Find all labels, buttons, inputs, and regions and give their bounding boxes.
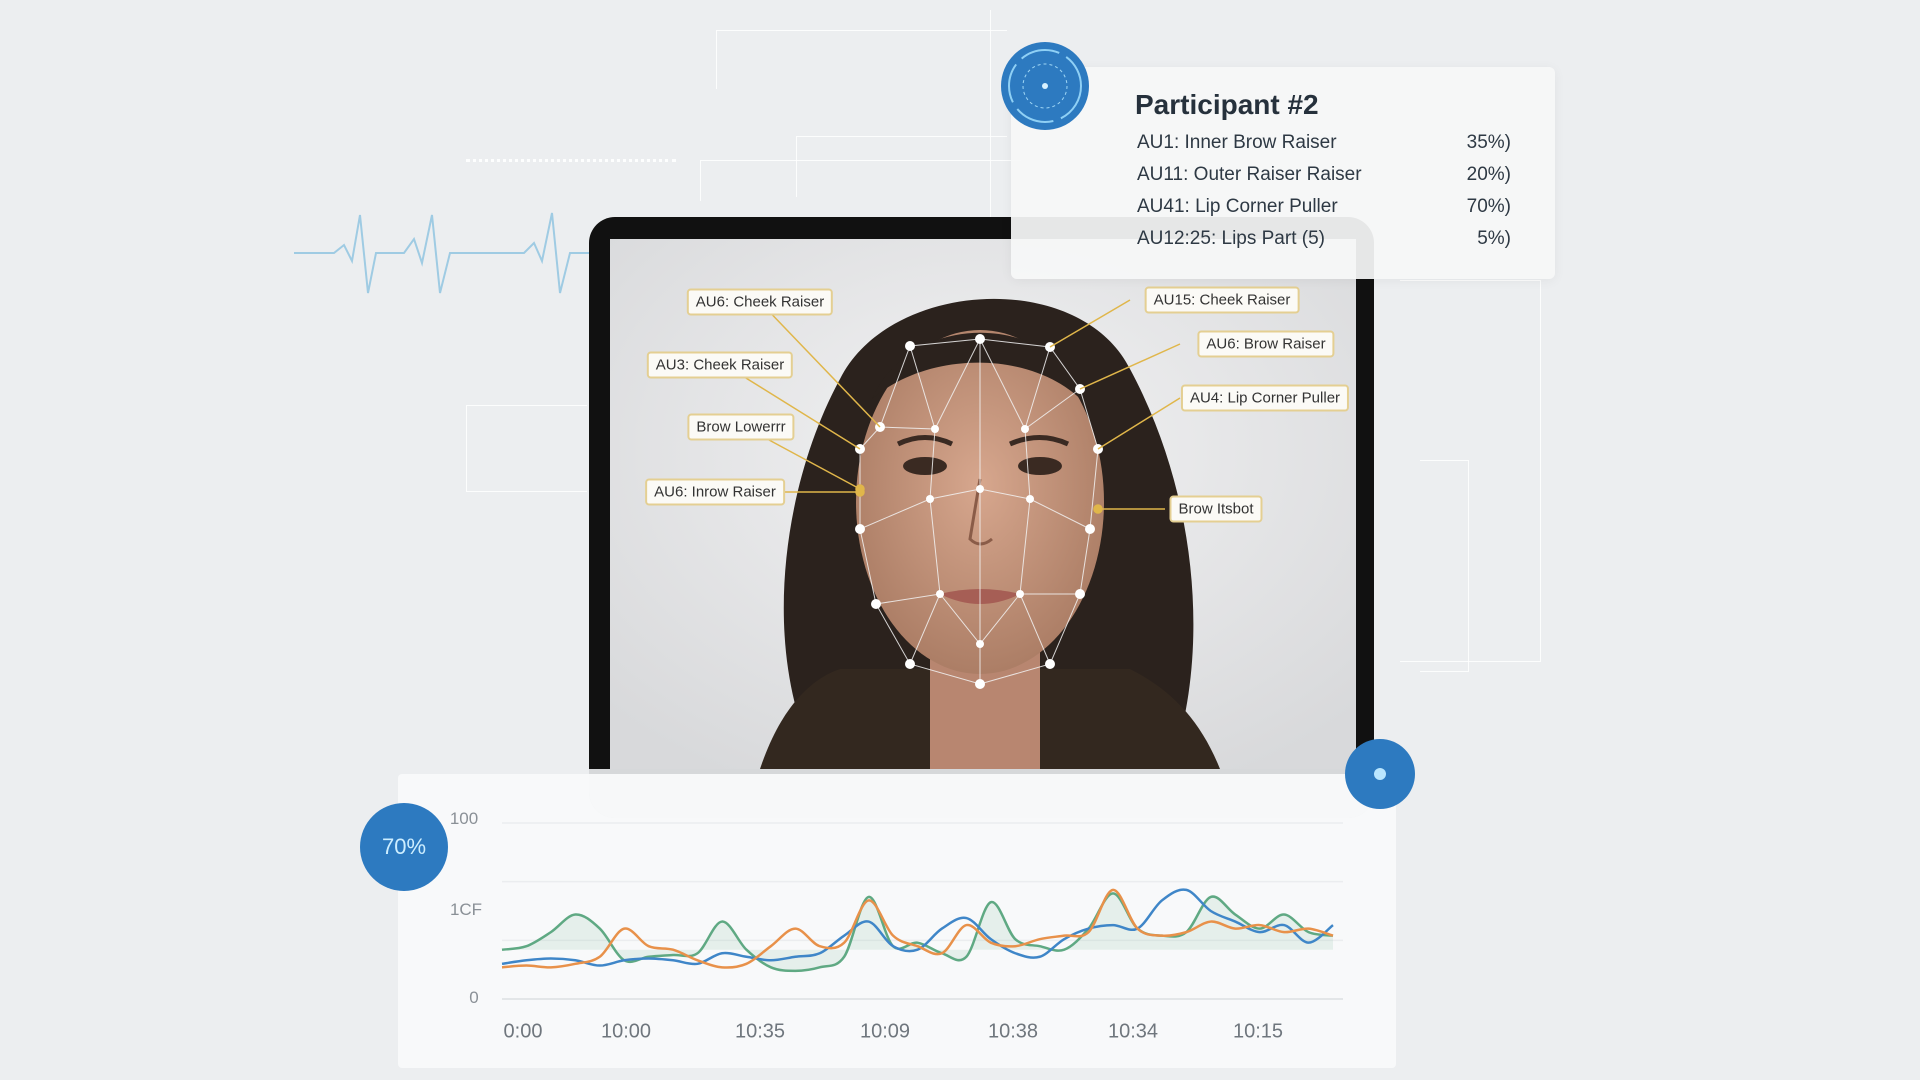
- series-area: [502, 893, 1333, 971]
- x-tick-label: 0:00: [503, 1020, 543, 1043]
- au-value: 5%): [1477, 228, 1511, 249]
- participant-card: Participant #2 AU1: Inner Brow Raiser 35%…: [1011, 67, 1555, 279]
- au-label: AU12:25: Lips Part (5): [1137, 228, 1325, 249]
- y-tick-label: 0: [469, 988, 479, 1007]
- background-grid-line: [700, 160, 1021, 201]
- background-grid-line: [990, 10, 991, 220]
- face-label-left-1: AU6: Cheek Raiser: [686, 288, 834, 316]
- series-line-1: [501, 888, 1334, 967]
- y-tick-label: 100: [449, 809, 479, 828]
- face-label-left-3: Brow Lowerrr: [687, 413, 795, 441]
- background-dotted-line: [466, 159, 676, 162]
- face-label-right-4: Brow Itsbot: [1169, 495, 1263, 523]
- au-value: 35%): [1466, 132, 1511, 153]
- au-label: AU41: Lip Corner Puller: [1137, 196, 1338, 217]
- background-grid-line: [1420, 460, 1469, 672]
- background-grid-line: [1400, 280, 1541, 662]
- au-row: AU1: Inner Brow Raiser 35%): [1137, 132, 1511, 154]
- face-landmarks: [855, 334, 1103, 689]
- background-grid-line: [716, 30, 1007, 89]
- x-tick-label: 10:35: [734, 1020, 786, 1043]
- x-tick-label: 10:34: [1107, 1020, 1159, 1043]
- badge-value: 70%: [381, 834, 427, 859]
- percentage-badge: 70%: [360, 803, 448, 891]
- x-tick-label: 10:15: [1232, 1020, 1284, 1043]
- au-row: AU11: Outer Raiser Raiser 20%): [1137, 164, 1511, 186]
- x-tick-label: 10:09: [859, 1020, 911, 1043]
- au-row: AU12:25: Lips Part (5) 5%): [1137, 228, 1511, 250]
- face-label-left-2: AU3: Cheek Raiser: [646, 351, 794, 379]
- au-value: 70%): [1466, 196, 1511, 217]
- au-label: AU11: Outer Raiser Raiser: [1137, 164, 1362, 185]
- participant-title: Participant #2: [1135, 89, 1319, 120]
- radar-target-icon[interactable]: [1001, 42, 1089, 130]
- face-label-right-3: AU4: Lip Corner Puller: [1180, 384, 1350, 412]
- record-dot-icon[interactable]: [1345, 739, 1415, 809]
- x-tick-label: 10:38: [987, 1020, 1039, 1043]
- au-label: AU1: Inner Brow Raiser: [1137, 132, 1337, 153]
- au-row: AU41: Lip Corner Puller 70%): [1137, 196, 1511, 218]
- background-grid-line: [466, 405, 587, 492]
- heartbeat-line-icon: [294, 212, 594, 294]
- y-tick-label: 1CF: [449, 900, 483, 919]
- face-label-right-2: AU6: Brow Raiser: [1197, 330, 1335, 358]
- face-label-right-1: AU15: Cheek Raiser: [1144, 286, 1300, 314]
- x-tick-label: 10:00: [600, 1020, 652, 1043]
- au-value: 20%): [1466, 164, 1511, 185]
- background-grid-line: [796, 136, 1007, 197]
- face-label-left-4: AU6: Inrow Raiser: [645, 478, 785, 506]
- series-line-2: [501, 888, 1334, 969]
